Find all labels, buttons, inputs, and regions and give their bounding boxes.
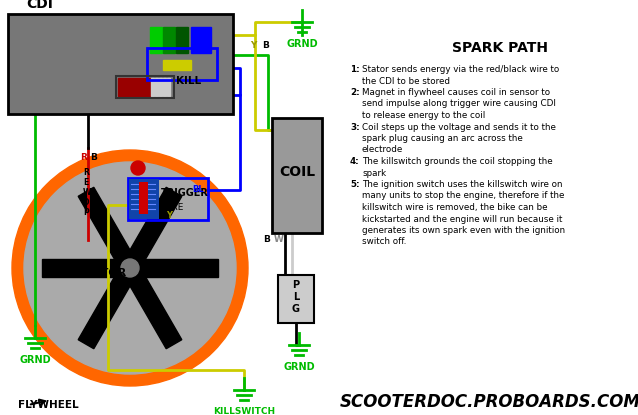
- Text: TRIGGER: TRIGGER: [161, 188, 209, 198]
- Circle shape: [114, 252, 146, 284]
- Bar: [163, 78, 166, 96]
- Text: Coil steps up the voltage and sends it to the: Coil steps up the voltage and sends it t…: [362, 122, 556, 132]
- Text: KILLSWITCH: KILLSWITCH: [213, 407, 275, 415]
- Text: P
L
G: P L G: [292, 281, 300, 314]
- Text: electrode: electrode: [362, 146, 403, 154]
- Circle shape: [12, 150, 248, 386]
- Bar: [150, 27, 162, 53]
- Text: WIRE: WIRE: [161, 203, 184, 212]
- Text: send impulse along trigger wire causing CDI: send impulse along trigger wire causing …: [362, 100, 556, 108]
- Circle shape: [131, 161, 145, 175]
- Text: STATOR: STATOR: [78, 268, 126, 278]
- Circle shape: [24, 162, 236, 374]
- Text: R: R: [80, 153, 87, 162]
- Text: the CDI to be stored: the CDI to be stored: [362, 76, 450, 85]
- Text: SCOOTERDOC.PROBOARDS.COM: SCOOTERDOC.PROBOARDS.COM: [339, 393, 638, 411]
- Bar: [278, 275, 314, 323]
- Polygon shape: [122, 264, 182, 349]
- Text: GRND: GRND: [19, 355, 51, 365]
- Text: many units to stop the engine, therefore if the: many units to stop the engine, therefore…: [362, 191, 565, 200]
- Bar: [272, 118, 322, 233]
- Bar: [147, 48, 217, 80]
- Text: 2:: 2:: [350, 88, 360, 97]
- Bar: [118, 78, 150, 96]
- Text: W: W: [83, 188, 91, 197]
- Bar: [167, 78, 170, 96]
- Text: GRND: GRND: [283, 362, 315, 372]
- Bar: [128, 178, 208, 220]
- Bar: [163, 60, 191, 70]
- Bar: [155, 78, 158, 96]
- Text: The killswitch grounds the coil stopping the: The killswitch grounds the coil stopping…: [362, 157, 553, 166]
- Text: SPARK PATH: SPARK PATH: [452, 41, 548, 55]
- Polygon shape: [42, 259, 130, 277]
- Bar: [116, 76, 174, 98]
- Text: spark plug causing an arc across the: spark plug causing an arc across the: [362, 134, 523, 143]
- Text: COIL: COIL: [279, 164, 315, 178]
- Bar: [163, 27, 175, 53]
- Text: Y: Y: [250, 41, 256, 50]
- Polygon shape: [78, 264, 138, 349]
- Bar: [176, 27, 188, 53]
- Polygon shape: [122, 187, 182, 273]
- Text: O: O: [83, 198, 89, 207]
- Bar: [139, 182, 148, 214]
- Bar: [159, 78, 162, 96]
- Text: 5:: 5:: [350, 180, 360, 189]
- Circle shape: [121, 259, 139, 277]
- Text: CDI: CDI: [26, 0, 53, 11]
- Text: B: B: [262, 41, 269, 50]
- Text: generates its own spark even with the ignition: generates its own spark even with the ig…: [362, 226, 565, 235]
- Text: W: W: [274, 235, 284, 244]
- Text: B: B: [263, 235, 270, 244]
- Text: 4:: 4:: [350, 157, 360, 166]
- Text: E: E: [83, 178, 88, 187]
- Text: GRND: GRND: [286, 39, 318, 49]
- Text: spark: spark: [362, 168, 386, 178]
- Text: P: P: [83, 208, 89, 217]
- Text: 3:: 3:: [350, 122, 360, 132]
- Text: B: B: [90, 153, 97, 162]
- Polygon shape: [130, 259, 218, 277]
- Text: 1:: 1:: [350, 65, 360, 74]
- Text: Y: Y: [166, 211, 172, 220]
- Text: The ignition switch uses the killswitch wire on: The ignition switch uses the killswitch …: [362, 180, 563, 189]
- Text: FLYWHEEL: FLYWHEEL: [18, 400, 78, 410]
- Text: R: R: [83, 168, 89, 177]
- Bar: [129, 179, 159, 219]
- Bar: [8, 14, 233, 114]
- Text: switch off.: switch off.: [362, 237, 406, 247]
- Text: BL: BL: [193, 185, 204, 194]
- Text: killswitch wire is removed, the bike can be: killswitch wire is removed, the bike can…: [362, 203, 547, 212]
- Text: Magnet in flywheel causes coil in sensor to: Magnet in flywheel causes coil in sensor…: [362, 88, 550, 97]
- Text: kickstarted and the engine will run because it: kickstarted and the engine will run beca…: [362, 215, 562, 224]
- Text: Stator sends energy via the red/black wire to: Stator sends energy via the red/black wi…: [362, 65, 560, 74]
- Bar: [191, 27, 211, 53]
- Bar: [151, 78, 154, 96]
- Text: to release energy to the coil: to release energy to the coil: [362, 111, 486, 120]
- Polygon shape: [78, 187, 138, 273]
- Text: KILL: KILL: [176, 76, 201, 86]
